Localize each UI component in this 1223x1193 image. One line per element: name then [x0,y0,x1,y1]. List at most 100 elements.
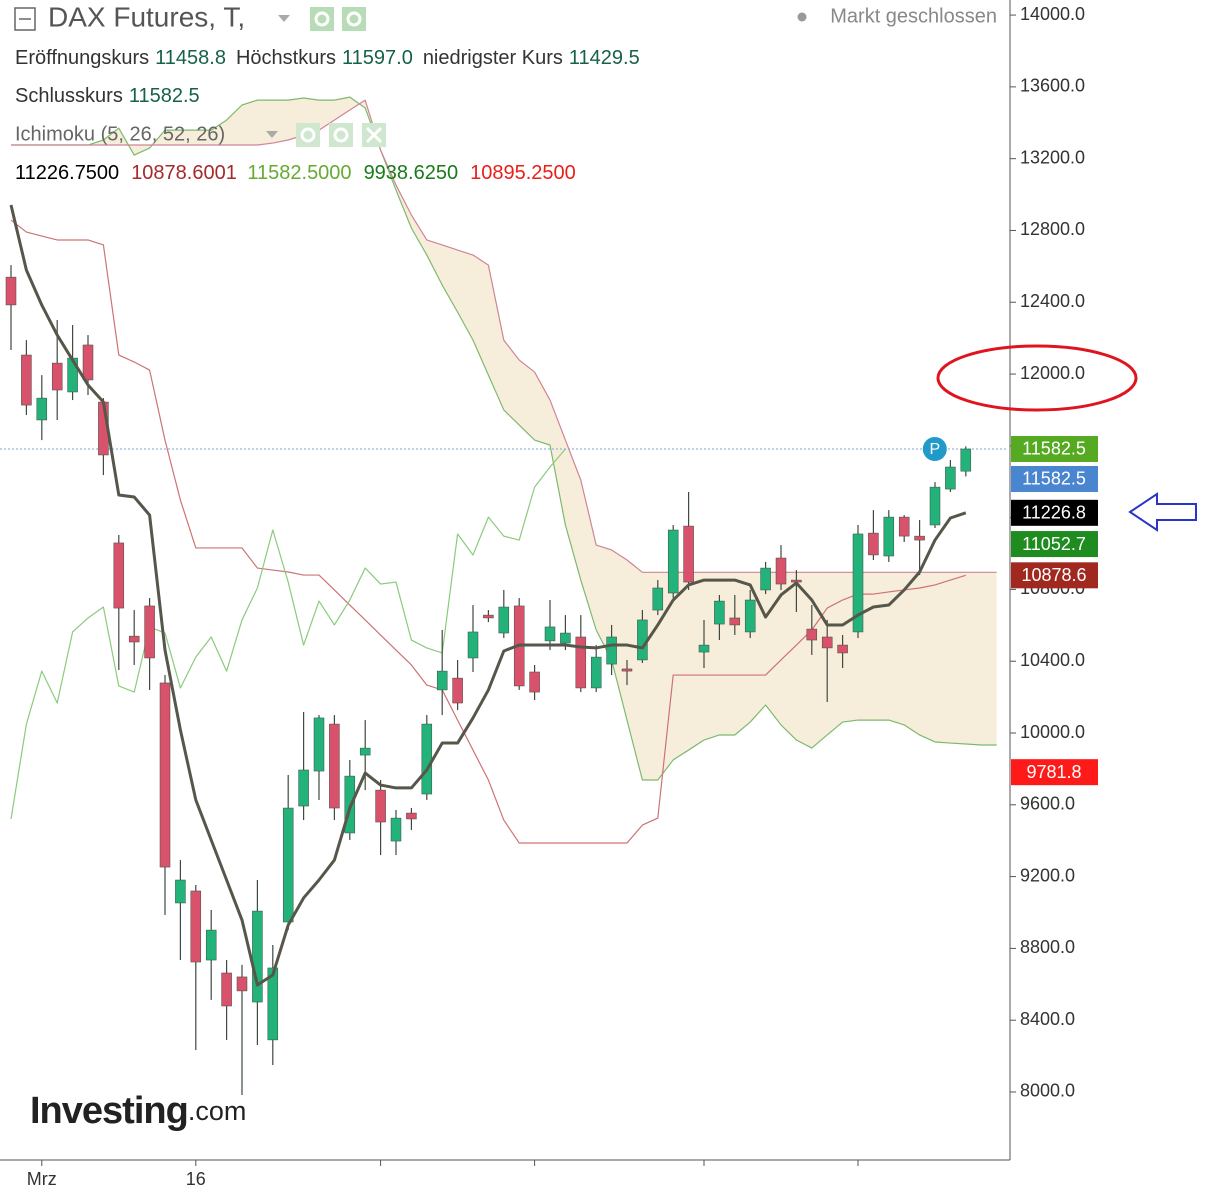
ohlc-label: niedrigster Kurs [423,47,563,69]
candle-body [51,362,63,391]
y-tick-label: 13600.0 [1020,76,1085,96]
candle-body [775,557,787,585]
candle-body [390,817,402,842]
indicator-icon-gear [300,127,316,143]
settings-icon-gear [314,11,330,27]
ohlc-value: 11597.0 [342,47,413,69]
candle-body [821,636,833,649]
settings-icon[interactable] [342,7,366,31]
logo-brand: Investing [30,1090,188,1132]
x-tick-label: Mrz [27,1169,57,1189]
tenkan-line [9,204,967,987]
kumo-cloud [11,97,997,781]
candle-body [498,606,510,634]
price-label-box [1011,465,1098,492]
candle-body [544,626,556,642]
ohlc-value: 11429.5 [569,47,640,69]
y-tick-label: 13200.0 [1020,147,1085,167]
x-tick-label: 16 [186,1169,206,1189]
collapse-icon[interactable] [14,7,36,31]
candle-body [837,644,848,654]
candle-body [82,344,94,381]
price-label: 11582.5 [1022,439,1086,459]
price-label-box [1011,435,1098,462]
indicator-icon[interactable] [296,123,320,147]
ohlc-line: Eröffnungskurs 11458.8 Höchstkurs 11597.0 ni… [15,47,640,69]
candle-body [421,723,433,795]
y-tick-label: 9600.0 [1020,794,1075,814]
annotation-ellipse [936,344,1138,412]
candle-body [621,668,633,672]
y-tick-label: 12800.0 [1020,219,1085,239]
candle-body [652,587,664,611]
candle-body [606,636,617,665]
status-dot [797,12,807,22]
candle-body [298,769,309,807]
candle-body [883,516,895,557]
price-label-box [1011,499,1098,526]
y-tick-label: 12400.0 [1020,291,1085,311]
price-label-box [1011,562,1098,589]
candle-body [667,529,679,594]
price-label: 9781.8 [1026,762,1081,782]
candle-body [529,671,540,693]
y-tick-label: 8400.0 [1020,1009,1075,1029]
ichimoku-line [11,96,997,781]
indicator-name: Ichimoku (5, 26, 52, 26) [15,123,225,145]
candle-body [5,276,17,306]
ohlc-label: Schlusskurs [15,85,123,107]
candle-body [483,614,494,619]
y-tick-label: 10000.0 [1020,722,1085,742]
candle-body [252,910,263,1003]
settings-icon[interactable] [310,7,334,31]
candle-body [729,617,741,626]
chart-title: DAX Futures, T, [48,1,245,32]
marker-badge[interactable] [922,436,947,461]
ohlc-line: Schlusskurs 11582.5 [15,85,200,107]
candle-body [144,605,155,659]
y-tick-label: 8000.0 [1020,1081,1075,1101]
indicator-dropdown[interactable] [266,131,278,138]
candle-body [806,628,818,641]
indicator-value: 10895.2500 [470,162,576,184]
candle-body [698,644,710,653]
price-label-box [1011,531,1098,558]
candle-body [329,723,340,809]
logo: Investing.com [30,1090,246,1132]
logo-suffix: .com [188,1096,247,1126]
candle-body [467,631,479,659]
candle-body [282,807,294,923]
indicator-icon-gear [333,127,349,143]
price-label: 10878.6 [1021,565,1086,585]
candle-body [205,929,217,961]
plot-area [0,96,1008,1096]
ohlc-label: Höchstkurs [236,47,336,69]
candle-body [575,636,587,689]
indicator-icon[interactable] [329,123,353,147]
y-tick-label: 12000.0 [1020,363,1085,383]
y-tick-label: 14000.0 [1020,4,1085,24]
candle-body [375,789,386,823]
candle-body [852,533,864,633]
y-tick-label: 9200.0 [1020,865,1075,885]
ohlc-value: 11582.5 [129,85,200,107]
candle-body [929,486,941,526]
marker-badge-label: P [929,441,940,458]
candle-body [960,448,972,472]
candle-body [452,677,463,704]
ichimoku-line [11,99,997,573]
candle-body [113,542,125,609]
candle-body [868,532,879,556]
candle-body [128,635,140,643]
candle-body [159,682,171,868]
title-dropdown[interactable] [278,15,290,22]
market-status: Markt geschlossen [830,5,997,27]
y-tick-label: 8800.0 [1020,937,1075,957]
candle-body [190,890,202,963]
price-label: 11226.8 [1022,503,1086,523]
candle-body [683,525,694,583]
indicator-values: 11226.7500 10878.6001 11582.5000 9938.6250 1… [15,162,576,184]
price-label-box [1011,759,1098,786]
candle-body [267,967,279,1041]
